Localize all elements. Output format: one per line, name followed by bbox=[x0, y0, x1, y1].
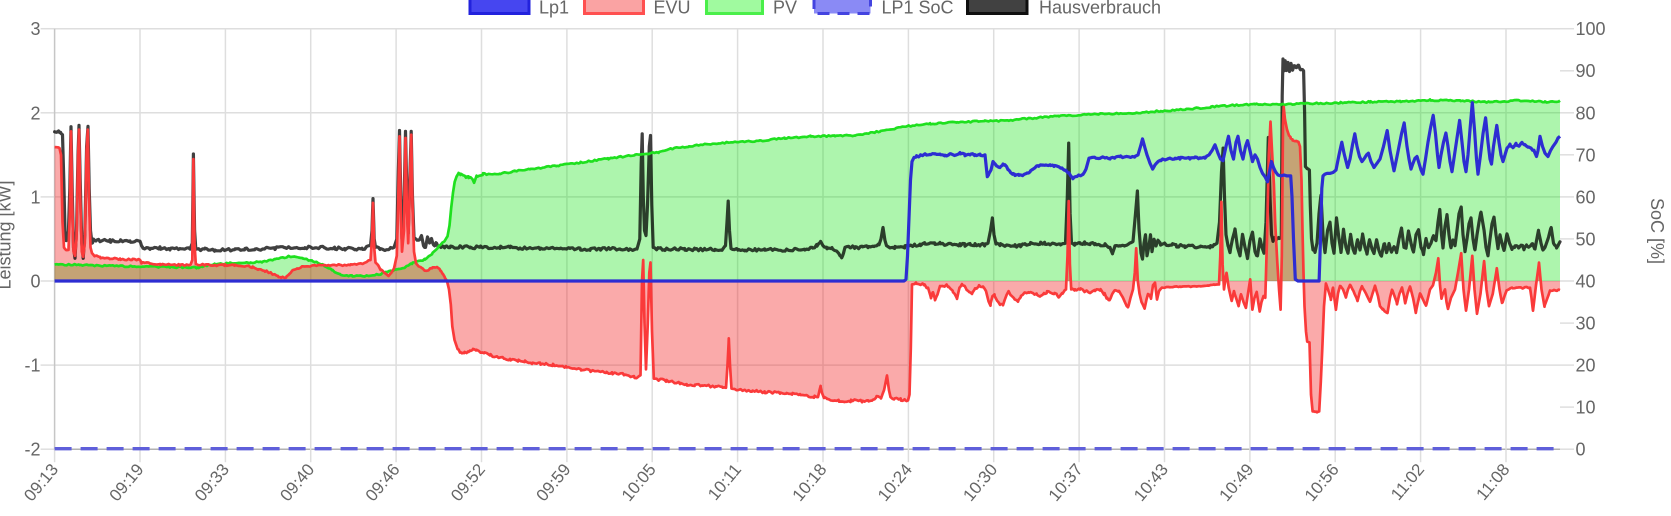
svg-text:90: 90 bbox=[1576, 61, 1596, 81]
svg-text:EVU: EVU bbox=[654, 0, 691, 18]
svg-text:Hausverbrauch: Hausverbrauch bbox=[1039, 0, 1161, 18]
svg-text:80: 80 bbox=[1576, 103, 1596, 123]
svg-text:60: 60 bbox=[1576, 187, 1596, 207]
svg-text:Lp1: Lp1 bbox=[539, 0, 569, 18]
svg-text:0: 0 bbox=[30, 272, 40, 292]
svg-text:1: 1 bbox=[30, 187, 40, 207]
svg-text:-2: -2 bbox=[24, 440, 40, 460]
svg-text:40: 40 bbox=[1576, 272, 1596, 292]
svg-text:100: 100 bbox=[1576, 19, 1606, 39]
svg-text:SoC [%]: SoC [%] bbox=[1647, 198, 1667, 264]
svg-text:70: 70 bbox=[1576, 145, 1596, 165]
svg-text:50: 50 bbox=[1576, 229, 1596, 249]
svg-text:Leistung [kW]: Leistung [kW] bbox=[0, 180, 15, 289]
svg-text:30: 30 bbox=[1576, 314, 1596, 334]
svg-text:20: 20 bbox=[1576, 356, 1596, 376]
svg-text:0: 0 bbox=[1576, 440, 1586, 460]
svg-text:PV: PV bbox=[773, 0, 797, 18]
svg-text:10: 10 bbox=[1576, 398, 1596, 418]
svg-text:2: 2 bbox=[30, 103, 40, 123]
svg-text:LP1 SoC: LP1 SoC bbox=[882, 0, 954, 18]
svg-text:3: 3 bbox=[30, 19, 40, 39]
svg-text:-1: -1 bbox=[24, 356, 40, 376]
